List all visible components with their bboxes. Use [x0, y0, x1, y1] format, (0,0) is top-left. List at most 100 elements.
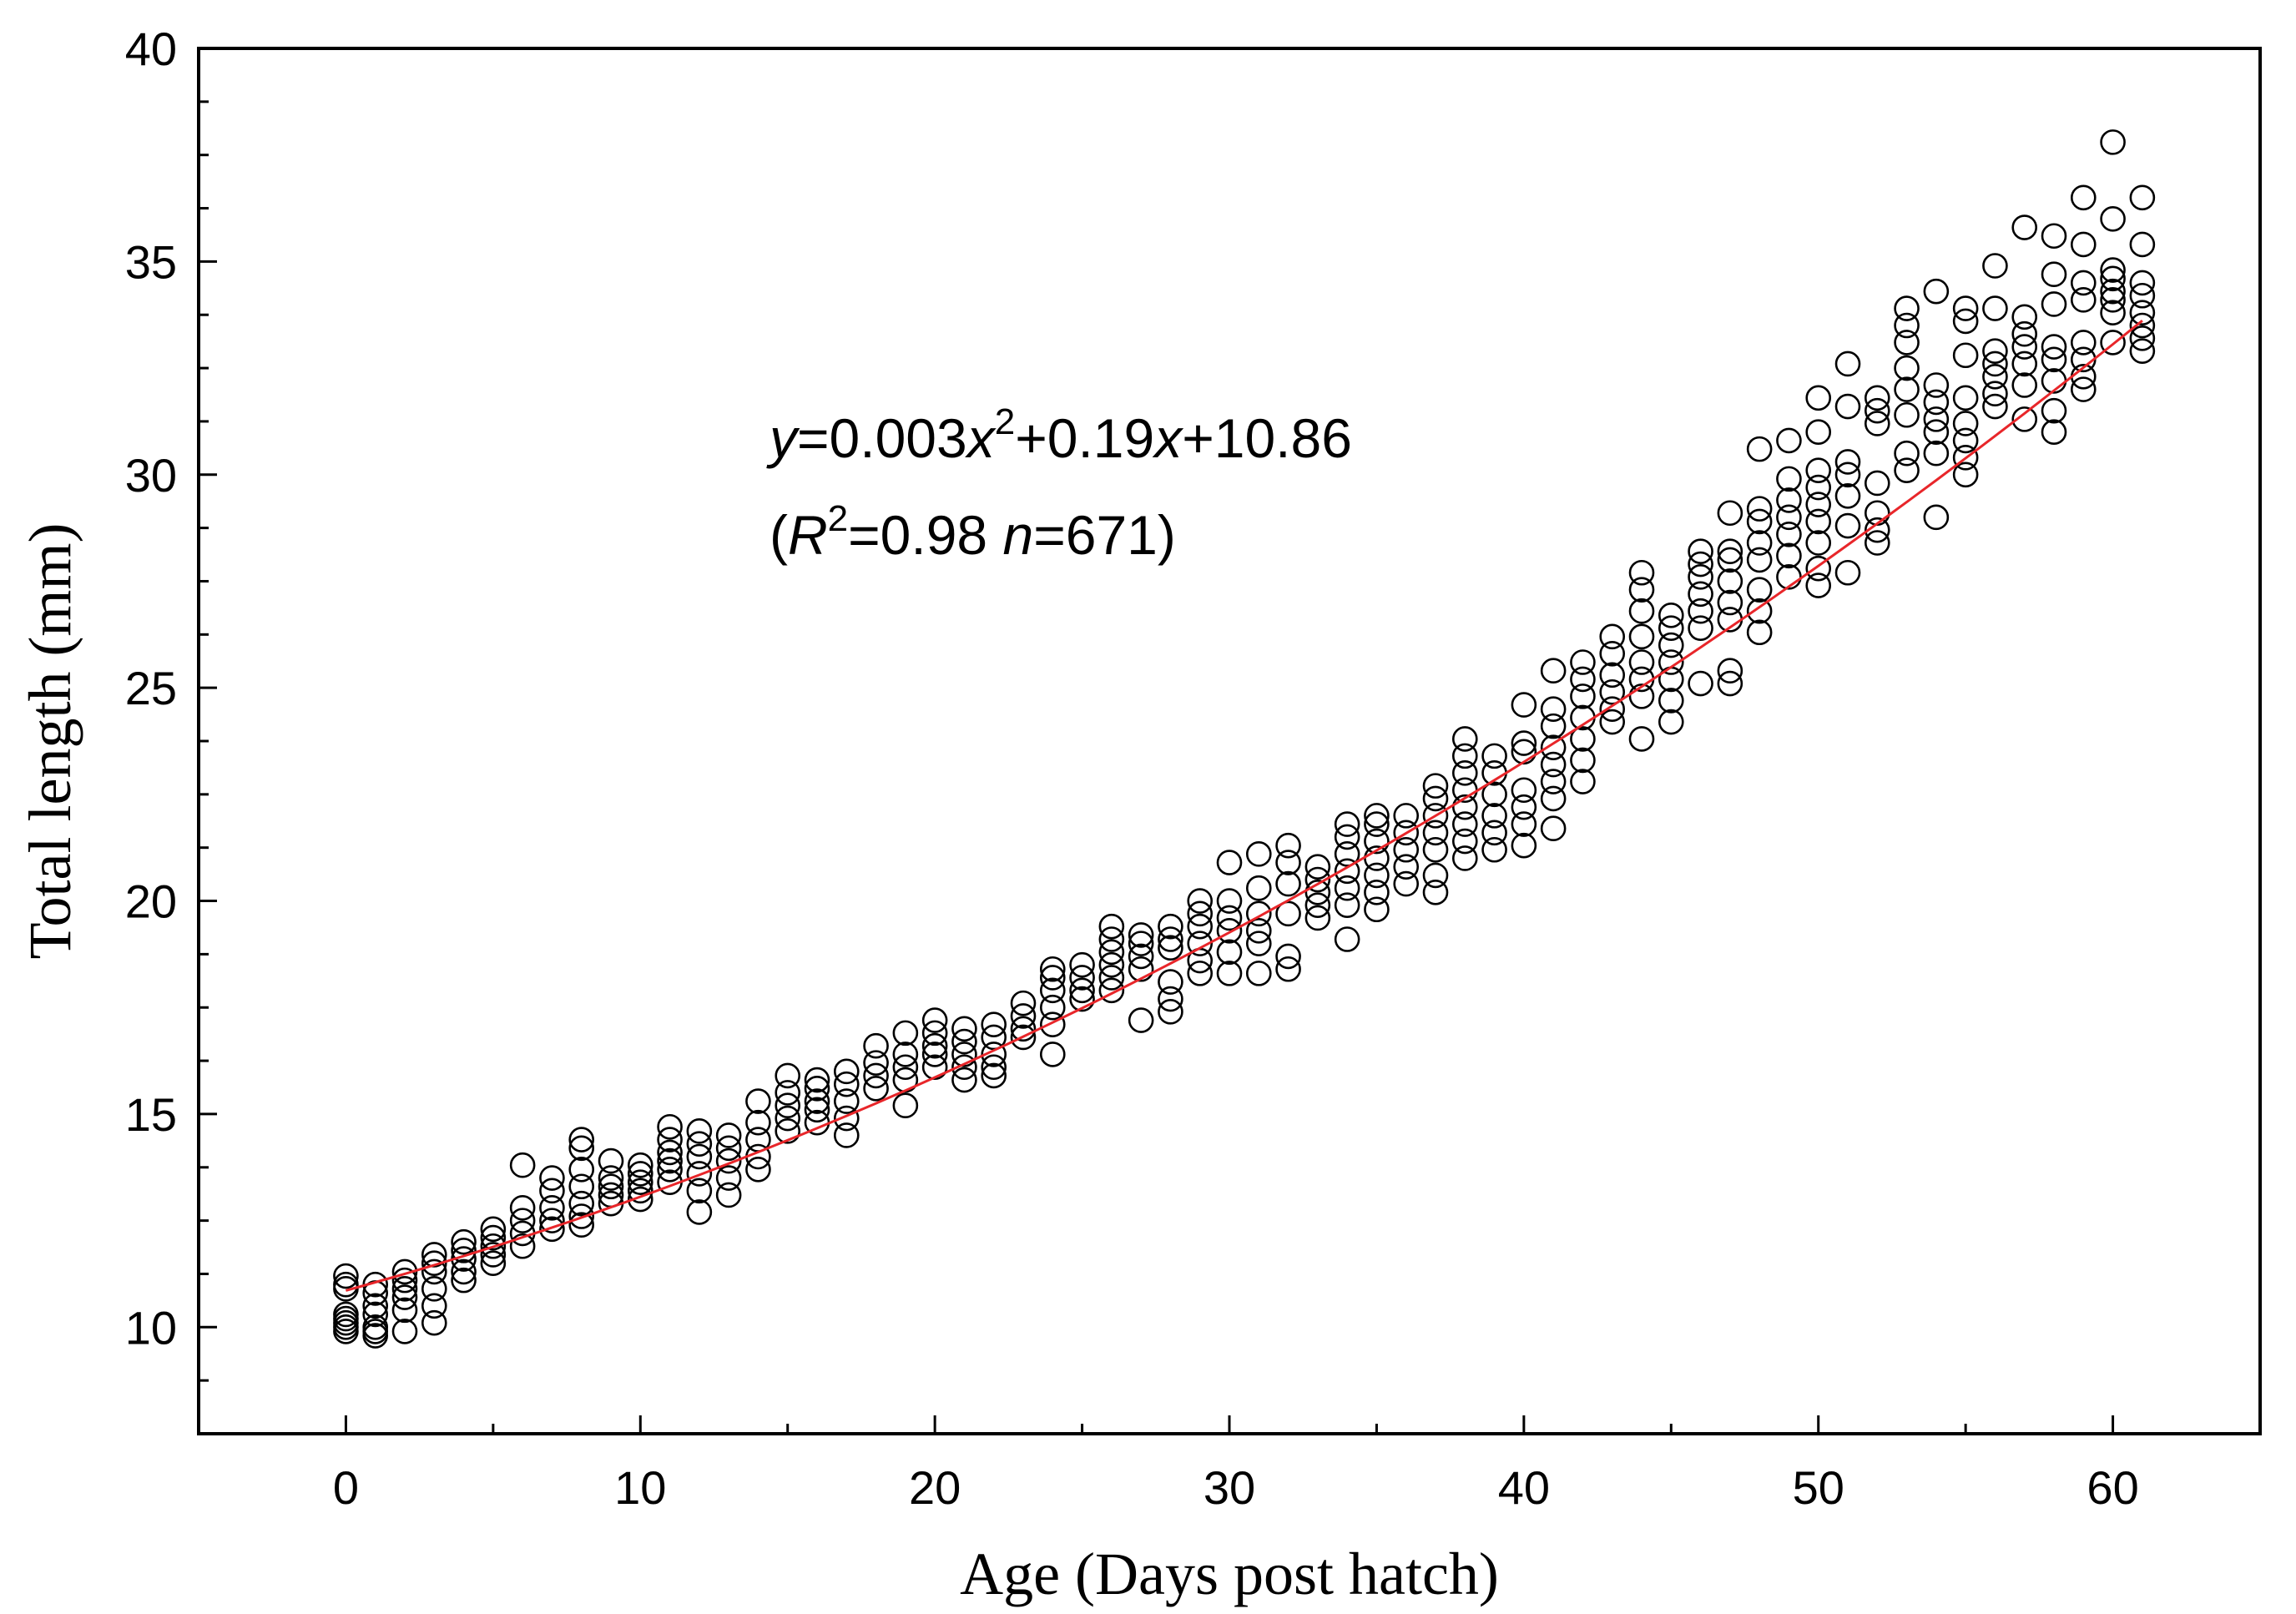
data-point — [1540, 769, 1567, 794]
data-point — [598, 1165, 624, 1191]
data-point — [1599, 678, 1626, 705]
data-point — [1158, 986, 1183, 1012]
data-point — [1628, 726, 1655, 752]
data-point — [863, 1062, 889, 1089]
data-point — [391, 1284, 418, 1310]
data-point — [1216, 905, 1243, 931]
data-point — [480, 1233, 507, 1259]
data-point — [1628, 623, 1655, 650]
data-point — [1511, 811, 1537, 837]
data-point — [1069, 951, 1095, 978]
eq-coef-b: +0.19 — [1015, 407, 1154, 469]
data-point — [715, 1165, 742, 1191]
data-point — [1776, 427, 1802, 454]
data-point — [686, 1118, 713, 1144]
data-point — [892, 1020, 919, 1047]
stats-nval: =671) — [1033, 504, 1176, 566]
data-point — [1834, 393, 1861, 420]
data-point — [775, 1062, 801, 1089]
data-point — [451, 1228, 477, 1255]
data-point — [981, 1062, 1007, 1089]
data-point — [1746, 598, 1773, 624]
data-point — [1275, 870, 1301, 897]
data-point — [1481, 743, 1507, 769]
fit-curve — [345, 320, 2143, 1292]
data-point — [568, 1212, 595, 1238]
data-point — [1187, 931, 1214, 956]
data-point — [568, 1157, 595, 1183]
data-point — [951, 1028, 977, 1055]
data-point — [1688, 615, 1713, 641]
data-point — [1098, 939, 1125, 966]
data-point — [1039, 1042, 1066, 1067]
data-point — [1216, 888, 1243, 914]
data-point — [863, 1075, 889, 1102]
data-point — [1481, 836, 1507, 863]
data-point — [391, 1276, 418, 1302]
data-point — [1834, 559, 1861, 586]
data-point — [1098, 951, 1125, 978]
data-point — [1628, 559, 1655, 586]
data-point — [391, 1319, 418, 1344]
data-point — [1422, 836, 1449, 863]
data-point — [2129, 300, 2156, 325]
data-point — [1688, 551, 1713, 578]
data-point — [1952, 295, 1979, 321]
data-point — [2129, 312, 2156, 339]
data-point — [686, 1143, 713, 1170]
data-point — [1923, 504, 1950, 531]
data-point — [2041, 419, 2067, 445]
data-point — [1540, 785, 1567, 812]
data-point — [1982, 351, 2008, 377]
x-axis: 0 10 20 30 40 50 60 — [197, 1415, 2262, 1514]
data-point — [627, 1169, 653, 1195]
data-point — [1658, 688, 1684, 714]
data-point — [745, 1157, 771, 1183]
data-point — [1570, 769, 1596, 794]
data-point — [451, 1258, 477, 1285]
eq-coef-c: +10.86 — [1182, 407, 1352, 469]
data-point — [686, 1131, 713, 1157]
data-point — [1628, 598, 1655, 624]
stats-r: R — [788, 504, 828, 566]
data-point — [1540, 815, 1567, 842]
data-point — [362, 1301, 389, 1328]
data-point — [1688, 598, 1713, 624]
data-point — [1894, 401, 1920, 428]
data-point — [1158, 926, 1183, 952]
data-point — [1304, 880, 1331, 905]
data-point — [1746, 619, 1773, 646]
data-point — [1128, 1007, 1154, 1033]
data-point — [1039, 1011, 1066, 1037]
data-point — [2041, 397, 2067, 424]
data-point — [362, 1293, 389, 1319]
data-point — [539, 1165, 565, 1191]
data-point — [1746, 577, 1773, 603]
data-point — [1746, 508, 1773, 535]
data-point — [1688, 581, 1713, 608]
data-point — [863, 1032, 889, 1059]
data-point — [1923, 389, 1950, 416]
data-point — [1451, 828, 1478, 855]
data-point — [1952, 385, 1979, 411]
eq-x1: x — [965, 407, 997, 469]
data-point — [1451, 811, 1478, 837]
data-point — [921, 1054, 948, 1081]
data-point — [1422, 803, 1449, 829]
data-point — [1717, 670, 1743, 697]
data-point — [1834, 462, 1861, 488]
data-point — [2011, 320, 2038, 347]
data-point — [1952, 308, 1979, 335]
data-point — [1982, 338, 2008, 364]
data-point — [627, 1178, 653, 1204]
data-point — [1923, 278, 1950, 305]
data-point — [1098, 913, 1125, 940]
data-point — [1245, 841, 1272, 867]
data-point — [1393, 870, 1420, 897]
data-point — [1805, 492, 1832, 517]
data-point — [509, 1208, 536, 1233]
data-point — [715, 1135, 742, 1162]
data-point — [539, 1178, 565, 1204]
y-tick-label: 40 — [125, 23, 177, 75]
data-point — [1746, 496, 1773, 522]
